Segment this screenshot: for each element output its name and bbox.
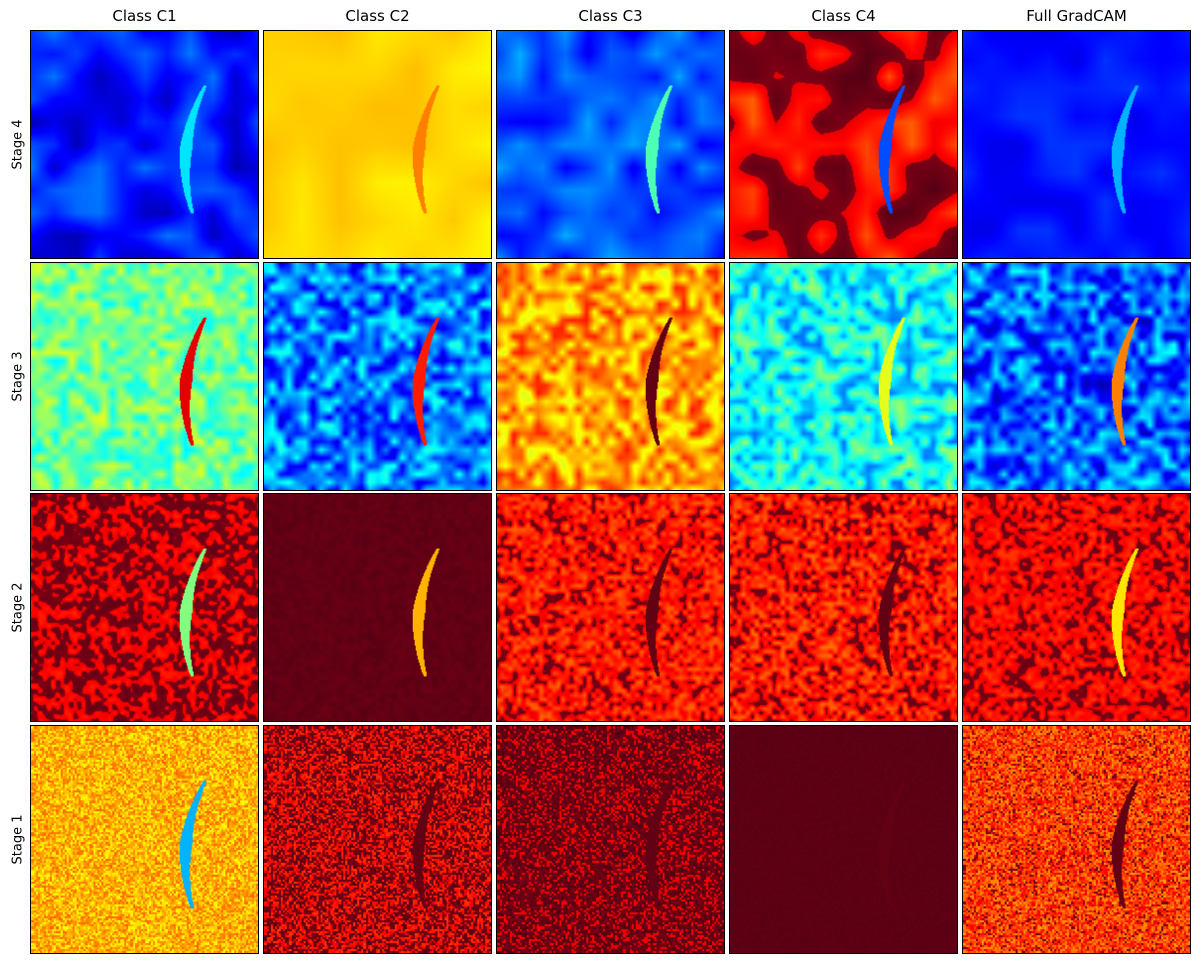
row-label-2: Stage 3: [10, 351, 26, 401]
heatmap-panel-stage-1-class-c1: [30, 725, 259, 954]
heatmap-panel-stage-3-full-gradcam: [962, 262, 1191, 491]
heatmap-image: [264, 726, 491, 953]
heatmap-image: [264, 31, 491, 258]
heatmap-image: [497, 726, 724, 953]
heatmap-panel-stage-4-class-c3: [496, 30, 725, 259]
heatmap-panel-stage-4-class-c1: [30, 30, 259, 259]
heatmap-panel-stage-2-full-gradcam: [962, 493, 1191, 722]
heatmap-image: [730, 263, 957, 490]
heatmap-image: [264, 494, 491, 721]
heatmap-panel-stage-4-class-c4: [729, 30, 958, 259]
heatmap-panel-stage-1-full-gradcam: [962, 725, 1191, 954]
heatmap-panel-stage-1-class-c3: [496, 725, 725, 954]
column-title-5: Full GradCAM: [1026, 7, 1127, 25]
heatmap-image: [31, 726, 258, 953]
heatmap-image: [31, 494, 258, 721]
heatmap-image: [264, 263, 491, 490]
heatmap-image: [963, 726, 1190, 953]
heatmap-panel-stage-4-full-gradcam: [962, 30, 1191, 259]
heatmap-image: [497, 31, 724, 258]
heatmap-panel-stage-2-class-c1: [30, 493, 259, 722]
column-title-1: Class C1: [112, 7, 177, 25]
heatmap-panel-stage-2-class-c2: [263, 493, 492, 722]
column-title-3: Class C3: [578, 7, 643, 25]
heatmap-image: [963, 31, 1190, 258]
heatmap-panel-stage-3-class-c4: [729, 262, 958, 491]
row-label-3: Stage 2: [10, 582, 26, 632]
heatmap-image: [497, 494, 724, 721]
heatmap-panel-stage-2-class-c3: [496, 493, 725, 722]
heatmap-image: [31, 263, 258, 490]
column-title-2: Class C2: [345, 7, 410, 25]
heatmap-image: [730, 726, 957, 953]
row-label-4: Stage 1: [10, 814, 26, 864]
heatmap-panel-stage-1-class-c2: [263, 725, 492, 954]
heatmap-image: [730, 31, 957, 258]
heatmap-panel-stage-3-class-c3: [496, 262, 725, 491]
column-title-4: Class C4: [811, 7, 876, 25]
heatmap-panel-stage-1-class-c4: [729, 725, 958, 954]
heatmap-image: [963, 494, 1190, 721]
heatmap-image: [963, 263, 1190, 490]
heatmap-panel-stage-3-class-c1: [30, 262, 259, 491]
row-label-1: Stage 4: [10, 119, 26, 169]
heatmap-panel-stage-2-class-c4: [729, 493, 958, 722]
heatmap-image: [730, 494, 957, 721]
heatmap-panel-stage-3-class-c2: [263, 262, 492, 491]
heatmap-panel-stage-4-class-c2: [263, 30, 492, 259]
heatmap-image: [497, 263, 724, 490]
heatmap-image: [31, 31, 258, 258]
